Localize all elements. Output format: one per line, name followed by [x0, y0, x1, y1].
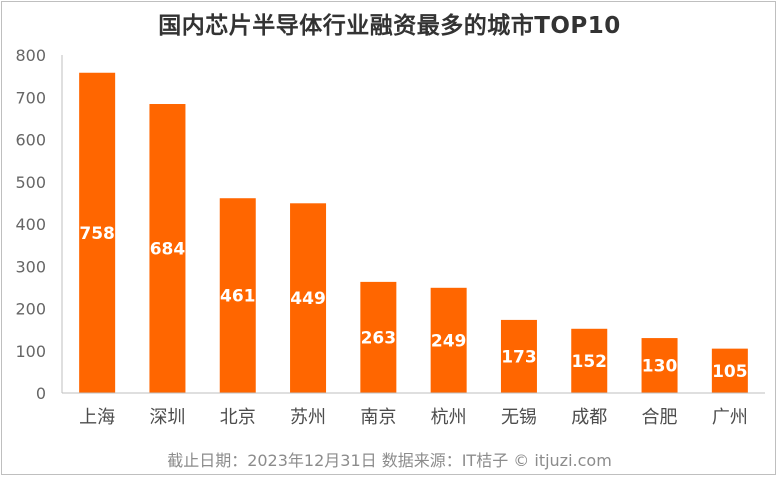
- bar-value-label: 105: [712, 362, 748, 382]
- bar: [641, 338, 678, 393]
- x-tick-label: 广州: [712, 407, 748, 428]
- y-tick-label: 200: [15, 300, 46, 319]
- x-tick-label: 成都: [571, 407, 607, 428]
- x-tick-label: 无锡: [501, 407, 537, 428]
- x-tick-label: 北京: [220, 407, 256, 428]
- bar: [430, 287, 467, 393]
- bar: [149, 104, 186, 393]
- x-tick-label: 南京: [360, 407, 396, 428]
- source-footer: 截止日期：2023年12月31日 数据来源：IT桔子 © itjuzi.com: [167, 451, 612, 470]
- y-tick-label: 300: [15, 257, 46, 276]
- x-axis: 上海 深圳 北京 苏州 南京 杭州 无锡 成都 合肥 广州: [62, 392, 765, 428]
- bar: [571, 328, 608, 393]
- bar-value-label: 758: [79, 224, 115, 244]
- x-tick-label: 上海: [79, 407, 115, 428]
- y-axis: 0 100 200 300 400 500 600 700 800: [15, 46, 63, 403]
- bar: [79, 72, 116, 394]
- bar: [360, 281, 397, 393]
- bar-value-label: 263: [361, 328, 397, 348]
- y-tick-label: 800: [15, 46, 46, 65]
- bar-value-label: 130: [642, 357, 678, 377]
- y-tick-label: 700: [15, 88, 46, 107]
- bar-value-label: 152: [572, 352, 608, 372]
- x-tick-label: 杭州: [431, 407, 467, 428]
- x-tick-label: 合肥: [642, 407, 678, 428]
- y-tick-label: 0: [36, 384, 46, 403]
- bar-value-label: 249: [431, 331, 467, 351]
- bar: [711, 348, 748, 393]
- bar-value-label: 173: [501, 347, 537, 367]
- x-tick-label: 苏州: [290, 407, 326, 428]
- bar-value-label: 684: [150, 240, 186, 260]
- bar-value-label: 449: [290, 289, 326, 309]
- bar-value-label: 461: [220, 287, 256, 307]
- y-tick-label: 600: [15, 131, 46, 150]
- y-tick-label: 500: [15, 173, 46, 192]
- bar: [500, 319, 537, 393]
- y-tick-label: 100: [15, 342, 46, 361]
- x-tick-label: 深圳: [149, 407, 185, 428]
- y-tick-label: 400: [15, 215, 46, 234]
- bars: 758 684 461 449 263 249 173 152 130 105: [79, 72, 748, 394]
- bar: [219, 198, 256, 393]
- chart-title: 国内芯片半导体行业融资最多的城市TOP10: [158, 13, 621, 39]
- bar: [290, 203, 327, 393]
